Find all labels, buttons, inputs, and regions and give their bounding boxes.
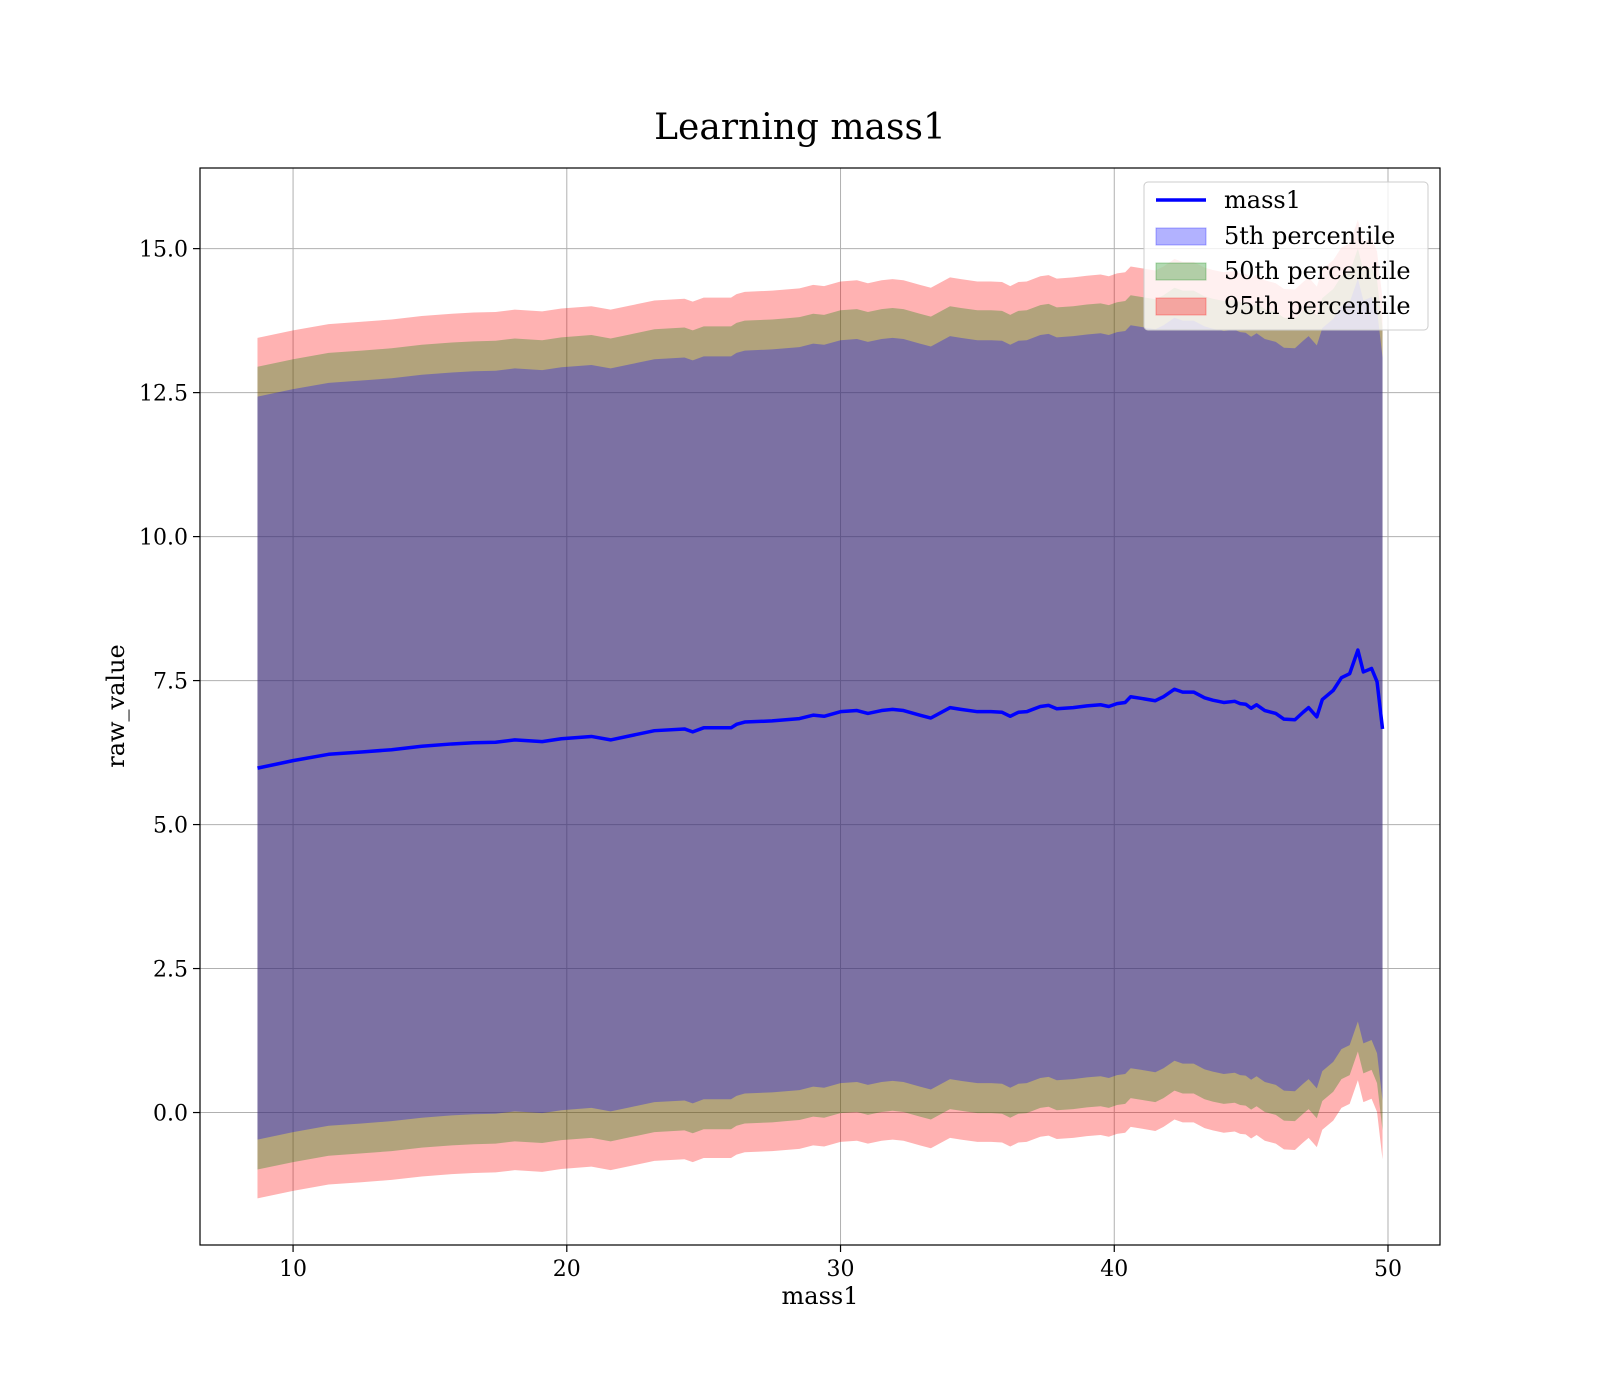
x-tick-label: 30 [827,1257,855,1282]
legend-label-5th: 5th percentile [1224,222,1395,250]
x-axis-label: mass1 [782,1282,859,1310]
x-tick-label: 10 [279,1257,307,1282]
legend-label-50th: 50th percentile [1224,257,1411,285]
y-tick-label: 2.5 [153,958,188,983]
grid [200,168,1440,1245]
percentile-bands [257,219,1383,1199]
plot-frame [199,167,1441,1246]
band-50th-percentile [257,248,1383,1170]
legend: mass1 5th percentile 50th percentile 95t… [1143,181,1429,331]
legend-swatch-5th [1155,227,1207,246]
mass1-line [257,648,1385,770]
y-tick-label: 10.0 [139,526,188,551]
chart-title: Learning mass1 [654,107,946,148]
y-tick-label: 5.0 [153,814,188,839]
y-tick-label: 15.0 [139,238,188,263]
y-axis-label: raw_value [102,644,130,768]
legend-box [1143,181,1429,331]
axis-ticks: 10 20 30 40 50 0.0 2.5 5.0 7.5 10.0 12.5 15.0 [139,238,1402,1282]
mass1-series [257,648,1385,770]
legend-label-95th: 95th percentile [1224,292,1411,320]
legend-label-mass1: mass1 [1224,186,1301,214]
band-95th-percentile [257,219,1383,1199]
legend-swatch-95th [1155,297,1207,316]
x-tick-label: 20 [553,1257,581,1282]
band-5th-percentile [257,278,1383,1140]
y-tick-label: 7.5 [153,670,188,695]
x-tick-label: 40 [1100,1257,1128,1282]
x-tick-label: 50 [1374,1257,1402,1282]
y-tick-label: 12.5 [139,382,188,407]
legend-swatch-50th [1155,262,1207,281]
y-tick-label: 0.0 [153,1102,188,1127]
